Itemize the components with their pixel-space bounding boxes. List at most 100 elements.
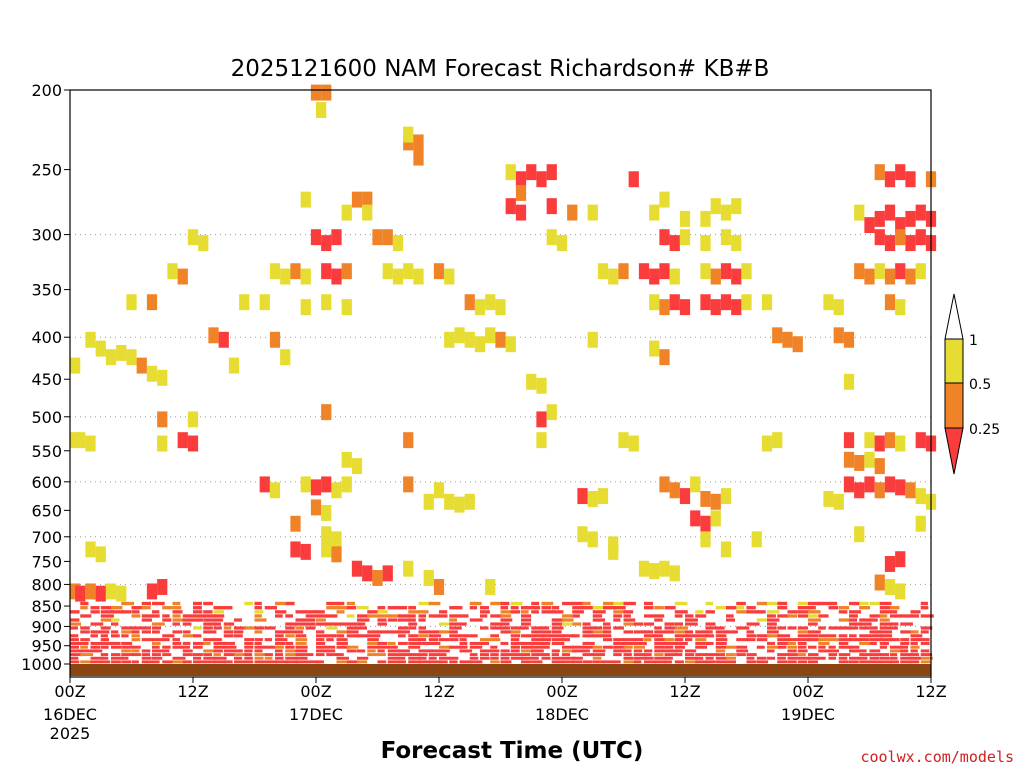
ri-cell	[905, 235, 916, 252]
ri-cell	[608, 543, 619, 560]
bl-cell	[797, 626, 809, 630]
bl-cell	[182, 622, 192, 626]
ri-cell	[638, 263, 650, 280]
bl-cell	[808, 610, 821, 614]
ri-cell	[587, 204, 598, 221]
bl-cell	[521, 626, 529, 630]
bl-cell	[746, 653, 757, 657]
bl-cell	[920, 649, 930, 653]
bl-cell	[531, 610, 539, 614]
bl-cell	[767, 610, 780, 614]
bl-cell	[644, 634, 656, 638]
bl-cell	[767, 630, 779, 634]
bl-cell	[818, 601, 830, 606]
ri-cell	[316, 102, 327, 118]
bl-cell	[428, 653, 440, 657]
bl-cell	[859, 634, 870, 638]
ri-cell	[464, 493, 475, 510]
bl-cell	[715, 630, 729, 634]
ri-cell	[597, 263, 609, 280]
bl-cell	[541, 641, 551, 645]
bl-cell	[582, 649, 590, 653]
bl-cell	[141, 626, 152, 630]
bl-cell	[418, 653, 428, 657]
bl-cell	[879, 601, 892, 606]
bl-cell	[418, 638, 427, 642]
bl-cell	[756, 601, 768, 606]
ri-cell	[659, 263, 670, 280]
bl-cell	[439, 653, 447, 657]
bl-cell	[80, 660, 92, 664]
bl-cell	[695, 638, 707, 642]
bl-cell	[521, 606, 532, 610]
bl-cell	[193, 634, 202, 638]
bl-cell	[644, 601, 654, 606]
bl-cell	[254, 656, 264, 660]
bl-cell	[715, 653, 726, 657]
bl-cell	[890, 626, 898, 630]
ri-cell	[567, 204, 578, 221]
bl-cell	[900, 656, 912, 660]
bl-cell	[500, 606, 509, 610]
ri-cell	[874, 435, 885, 452]
bl-cell	[152, 645, 160, 649]
ri-cell	[659, 476, 670, 493]
bl-cell	[244, 653, 253, 657]
bl-cell	[203, 610, 213, 614]
ri-cell	[300, 476, 311, 493]
bl-cell	[910, 645, 920, 649]
bl-cell	[111, 622, 119, 626]
ri-cell	[351, 191, 363, 208]
bl-cell	[633, 656, 647, 660]
ri-cell	[700, 490, 711, 507]
bl-cell	[746, 656, 755, 660]
bl-cell	[346, 601, 356, 606]
x-tick-label: 00Z	[546, 682, 577, 701]
bl-cell	[726, 645, 737, 649]
bl-cell	[869, 634, 882, 638]
bl-cell	[398, 641, 408, 645]
bl-cell	[879, 656, 890, 660]
plot-frame	[69, 89, 932, 678]
x-axis-label: Forecast Time (UTC)	[381, 738, 644, 764]
bl-cell	[326, 601, 340, 606]
bl-cell	[562, 638, 570, 642]
bl-cell	[203, 649, 216, 653]
ri-cell	[362, 565, 373, 582]
bl-cell	[141, 630, 152, 634]
bl-cell	[756, 660, 769, 664]
bl-cell	[346, 626, 359, 630]
ri-cell	[546, 229, 557, 246]
bl-cell	[90, 649, 103, 653]
bl-cell	[859, 653, 871, 657]
ri-cell	[321, 84, 332, 101]
bl-cell	[603, 634, 612, 638]
bl-cell	[80, 641, 89, 645]
bl-cell	[213, 626, 222, 630]
bl-cell	[726, 606, 738, 610]
bl-cell	[705, 641, 714, 645]
bl-cell	[131, 630, 140, 634]
bl-cell	[808, 638, 821, 642]
bl-cell	[633, 653, 645, 657]
ri-cell	[444, 331, 455, 348]
bl-cell	[357, 649, 366, 653]
bl-cell	[346, 645, 359, 649]
bl-cell	[223, 641, 235, 645]
bl-cell	[736, 653, 746, 657]
bl-cell	[336, 610, 345, 614]
bl-cell	[234, 653, 247, 657]
bl-cell	[254, 630, 263, 634]
ri-cell	[187, 411, 199, 428]
bl-cell	[756, 610, 766, 614]
bl-cell	[275, 614, 283, 618]
y-axis: 200 250 300 350 400 450 500 550 600 650 700 750 800 8…	[21, 81, 70, 674]
bl-cell	[685, 622, 698, 626]
bl-cell	[162, 634, 175, 638]
ri-cell	[905, 210, 916, 227]
bl-cell	[131, 634, 140, 638]
bl-cell	[654, 638, 667, 642]
ri-cell	[782, 331, 793, 348]
legend-label: 1	[969, 333, 978, 349]
bl-cell	[152, 614, 160, 618]
